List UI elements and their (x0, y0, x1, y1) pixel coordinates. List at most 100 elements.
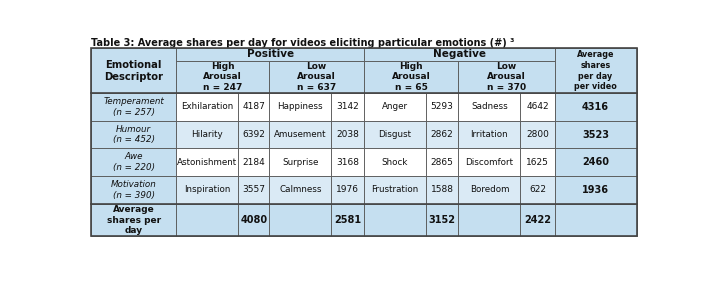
Bar (91, 93, 176, 121)
Text: Emotional
Descriptor: Emotional Descriptor (104, 60, 163, 82)
Text: 2422: 2422 (524, 215, 551, 225)
Bar (332, 148, 364, 176)
Bar (332, 121, 364, 148)
Text: Hilarity: Hilarity (192, 130, 223, 139)
Bar (459, 148, 520, 176)
Text: Awe
(n = 220): Awe (n = 220) (113, 152, 155, 172)
Bar (91, 48, 637, 236)
Bar (459, 176, 520, 204)
Text: Exhilaration: Exhilaration (181, 102, 234, 111)
Bar (269, 61, 364, 93)
Text: 2460: 2460 (582, 157, 609, 167)
Text: 2184: 2184 (242, 158, 266, 167)
Text: 4316: 4316 (582, 102, 609, 112)
Bar (332, 204, 364, 236)
Bar (176, 176, 239, 204)
Bar (426, 121, 459, 148)
Text: 2800: 2800 (526, 130, 549, 139)
Bar (269, 93, 332, 121)
Text: 1936: 1936 (582, 185, 609, 195)
Text: Low
Arousal
n = 637: Low Arousal n = 637 (297, 61, 337, 92)
Bar (555, 48, 637, 93)
Text: 1976: 1976 (336, 185, 359, 194)
Text: Surprise: Surprise (282, 158, 319, 167)
Bar (364, 204, 426, 236)
Text: Anger: Anger (382, 102, 408, 111)
Text: 2038: 2038 (336, 130, 359, 139)
Bar (176, 48, 364, 61)
Bar (520, 204, 555, 236)
Bar (426, 204, 459, 236)
Bar (520, 148, 555, 176)
Bar (239, 148, 269, 176)
Text: Positive: Positive (246, 50, 294, 59)
Bar (426, 148, 459, 176)
Text: Astonishment: Astonishment (178, 158, 237, 167)
Text: 5293: 5293 (431, 102, 454, 111)
Text: Disgust: Disgust (378, 130, 411, 139)
Bar (91, 121, 176, 148)
Text: 2581: 2581 (334, 215, 361, 225)
Text: 4642: 4642 (526, 102, 549, 111)
Bar (555, 176, 637, 204)
Text: 4080: 4080 (240, 215, 268, 225)
Text: 6392: 6392 (242, 130, 266, 139)
Bar (459, 121, 520, 148)
Text: Discomfort: Discomfort (466, 158, 513, 167)
Text: 622: 622 (529, 185, 546, 194)
Bar (176, 204, 239, 236)
Bar (269, 204, 332, 236)
Text: Amusement: Amusement (274, 130, 327, 139)
Bar (239, 121, 269, 148)
Text: 3168: 3168 (336, 158, 359, 167)
Text: Calmness: Calmness (279, 185, 322, 194)
Bar (91, 48, 176, 93)
Text: Inspiration: Inspiration (184, 185, 231, 194)
Bar (364, 148, 426, 176)
Bar (555, 148, 637, 176)
Bar (459, 61, 555, 93)
Bar (176, 148, 239, 176)
Bar (332, 93, 364, 121)
Bar (91, 176, 176, 204)
Bar (364, 61, 459, 93)
Text: 2862: 2862 (431, 130, 454, 139)
Text: Temperament
(n = 257): Temperament (n = 257) (104, 97, 164, 117)
Text: Sadness: Sadness (471, 102, 508, 111)
Text: 3557: 3557 (242, 185, 266, 194)
Bar (364, 48, 555, 61)
Bar (239, 176, 269, 204)
Bar (459, 204, 520, 236)
Bar (459, 93, 520, 121)
Bar (91, 148, 176, 176)
Text: Motivation
(n = 390): Motivation (n = 390) (111, 180, 157, 200)
Text: Boredom: Boredom (470, 185, 509, 194)
Bar (364, 121, 426, 148)
Bar (555, 121, 637, 148)
Bar (364, 93, 426, 121)
Bar (520, 176, 555, 204)
Text: Average
shares
per day
per video: Average shares per day per video (574, 50, 617, 91)
Text: Table 3: Average shares per day for videos eliciting particular emotions (#) ³: Table 3: Average shares per day for vide… (91, 38, 515, 47)
Bar (426, 93, 459, 121)
Bar (91, 204, 176, 236)
Text: 3142: 3142 (337, 102, 359, 111)
Bar (555, 93, 637, 121)
Bar (332, 176, 364, 204)
Text: High
Arousal
n = 65: High Arousal n = 65 (392, 61, 430, 92)
Text: Frustration: Frustration (371, 185, 418, 194)
Text: Happiness: Happiness (278, 102, 323, 111)
Text: Negative: Negative (432, 50, 486, 59)
Bar (364, 176, 426, 204)
Text: 1625: 1625 (526, 158, 549, 167)
Bar (555, 204, 637, 236)
Text: 2865: 2865 (431, 158, 454, 167)
Bar (520, 121, 555, 148)
Bar (269, 121, 332, 148)
Bar (269, 176, 332, 204)
Text: Irritation: Irritation (471, 130, 508, 139)
Bar (426, 176, 459, 204)
Text: Average
shares per
day: Average shares per day (106, 205, 160, 235)
Text: 4187: 4187 (242, 102, 266, 111)
Bar (520, 93, 555, 121)
